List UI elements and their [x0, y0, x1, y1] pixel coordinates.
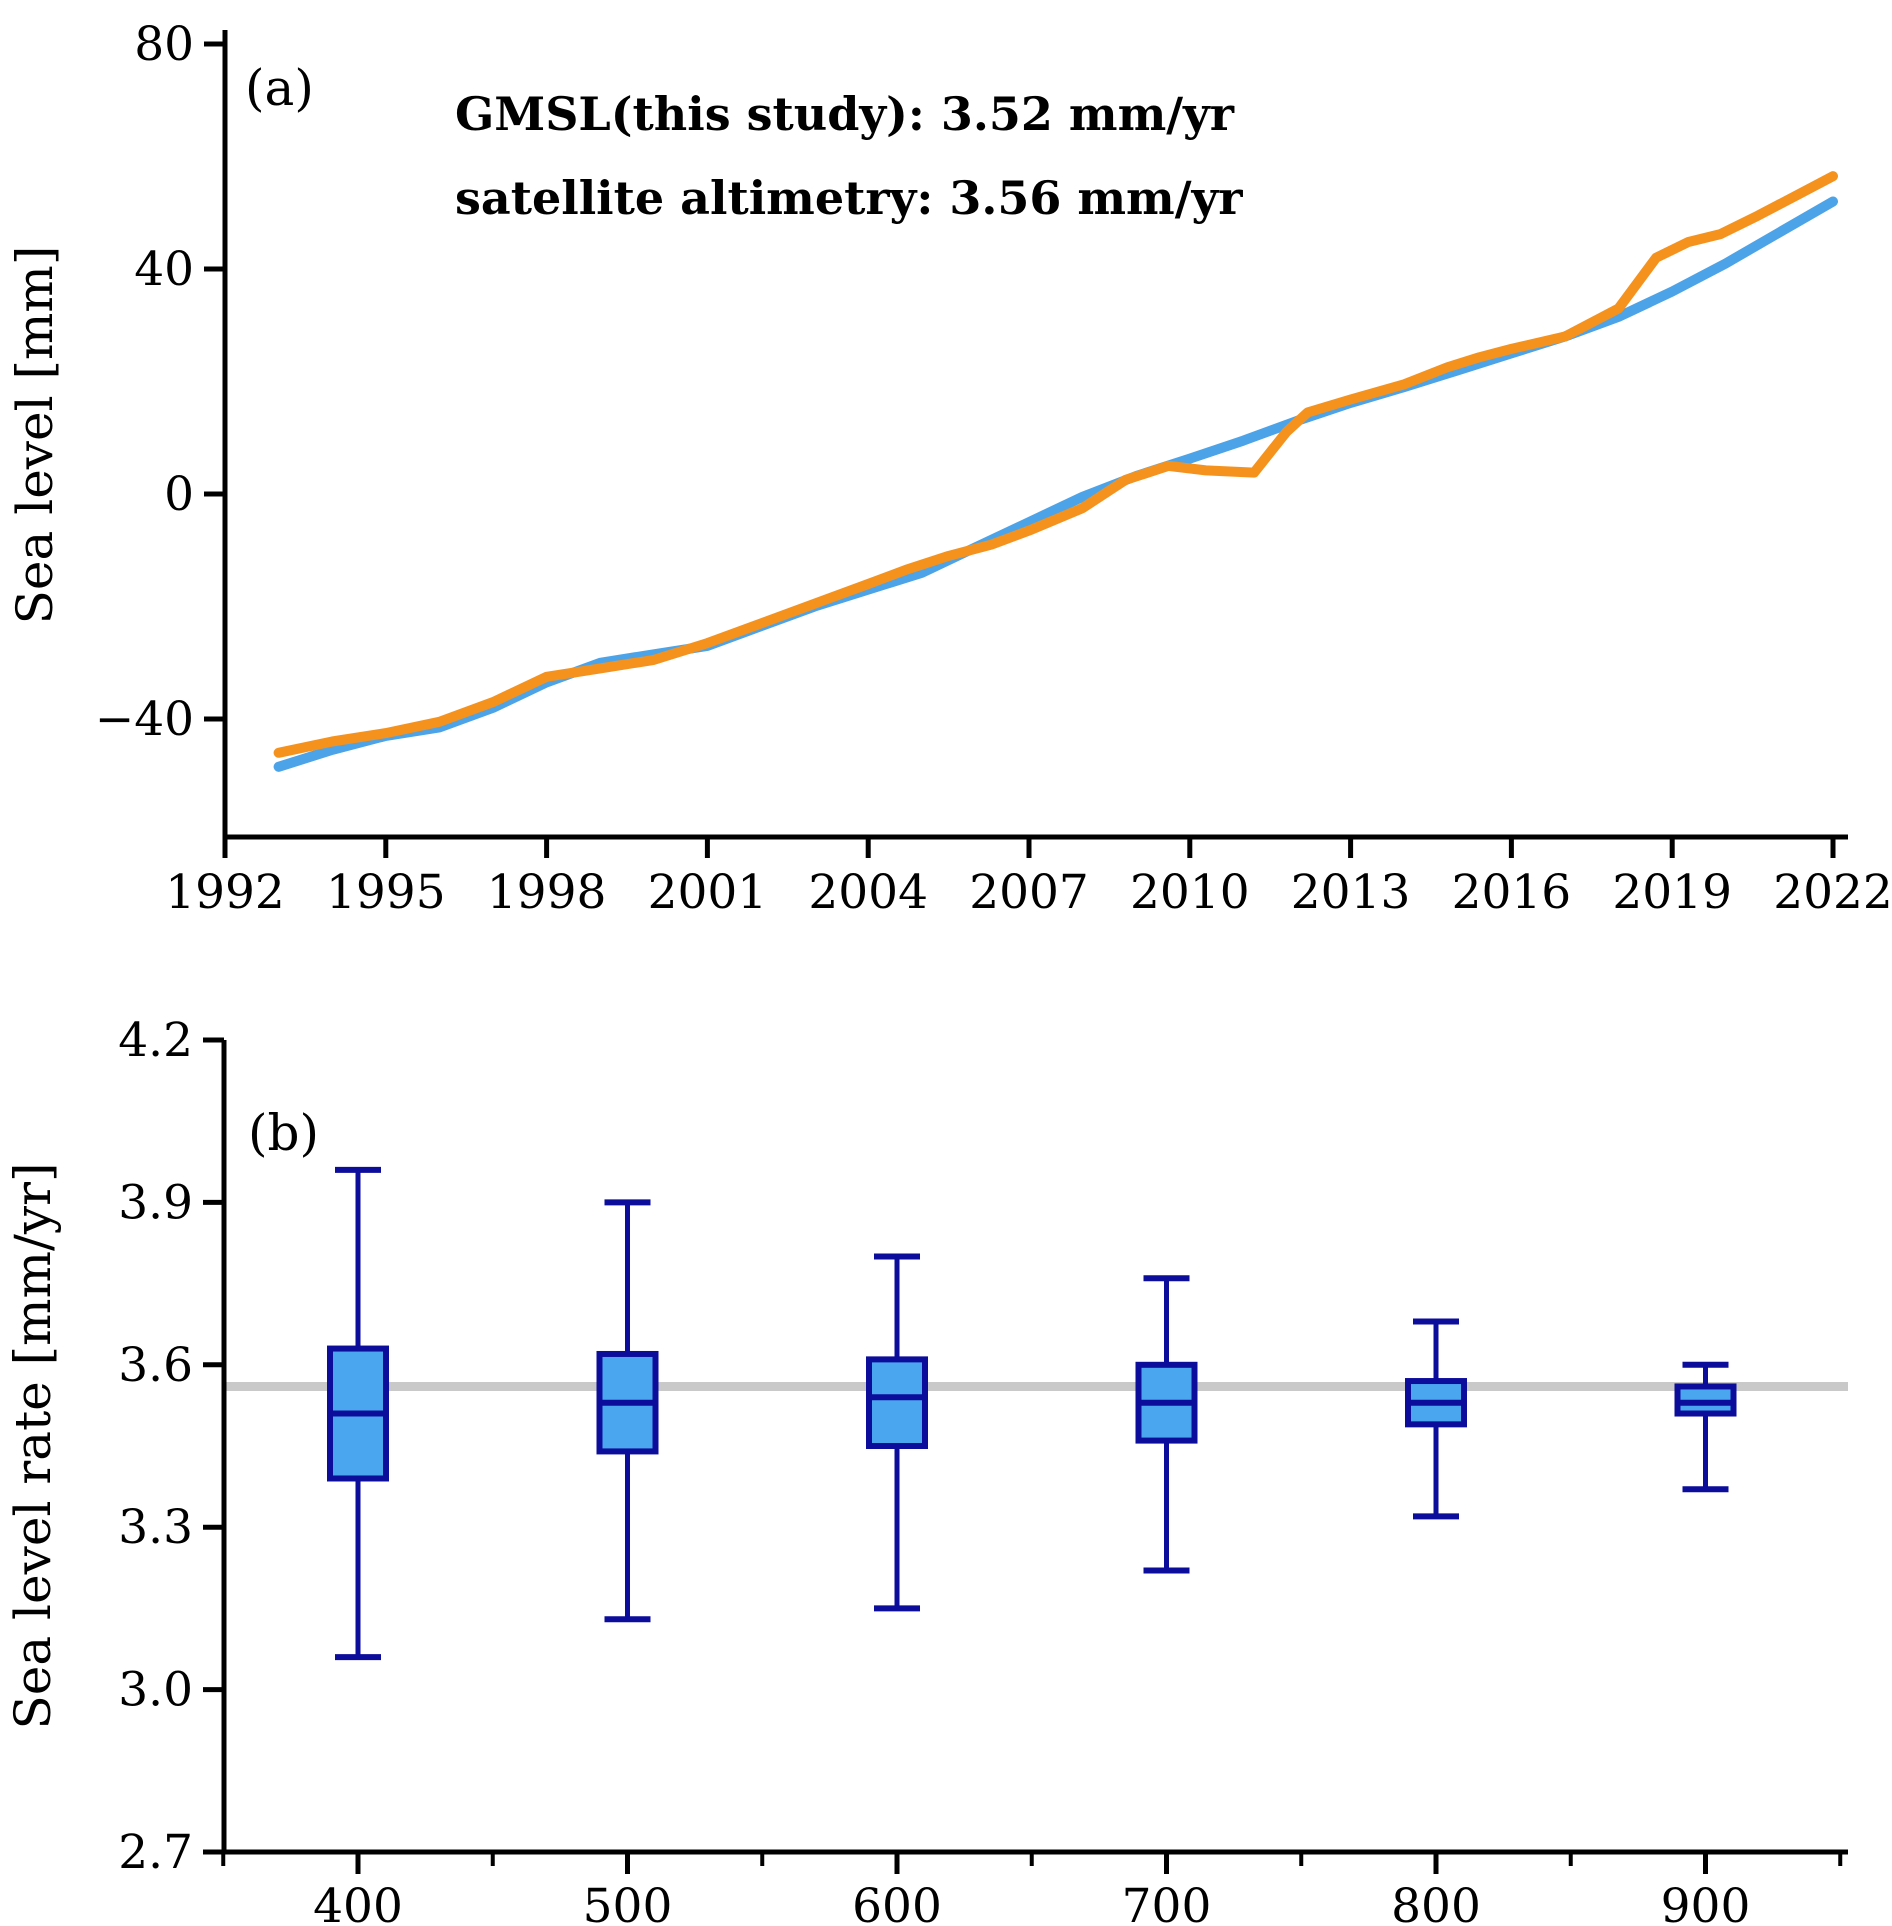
y-tick-label: 80: [134, 17, 194, 72]
x-tick-label: 2007: [969, 865, 1089, 920]
box-and-whiskers: [866, 1253, 928, 1612]
x-tick-label: 2010: [1130, 865, 1250, 920]
x-tick-label: 2016: [1452, 865, 1572, 920]
panel-a-line-chart: 1992 1995 1998 2001 2004 2007 2010 2013 2016 2019…: [6, 17, 1892, 920]
x-tick-label: 2004: [808, 865, 928, 920]
satellite-altimetry-line: [273, 171, 1838, 758]
y-tick-label: 3.6: [118, 1338, 193, 1393]
box-and-whiskers: [1135, 1275, 1198, 1574]
box-and-whiskers: [1405, 1318, 1467, 1520]
x-tick-label: 1998: [487, 865, 607, 920]
x-tick-label: 2001: [648, 865, 768, 920]
y-tick-label: 2.7: [118, 1825, 193, 1880]
panel-a-plot-area: 1992 1995 1998 2001 2004 2007 2010 2013 2016 2019…: [95, 17, 1892, 920]
y-tick-label: 4.2: [118, 1013, 193, 1068]
x-tick-label: 800: [1391, 1879, 1481, 1926]
panel-a-label: (a): [245, 59, 314, 117]
iqr-box: [866, 1356, 928, 1450]
x-tick-label: 2022: [1773, 865, 1892, 920]
x-tick-label: 900: [1661, 1879, 1751, 1926]
x-tick-label: 700: [1122, 1879, 1212, 1926]
box-and-whiskers: [596, 1199, 659, 1623]
x-tick-label: 600: [852, 1879, 942, 1926]
legend-entry-gmsl: GMSL(this study): 3.52 mm/yr: [455, 87, 1235, 141]
x-tick-label: 1992: [165, 865, 285, 920]
axis-spines: [221, 1040, 1848, 1855]
x-tick-label: 1995: [326, 865, 446, 920]
y-tick-label: 0: [164, 467, 194, 522]
panel-b-box-chart: 400 500 600 700 800 900 4.2 3.9 3.6 3.3 3.0 2.7 (b)…: [4, 1013, 1848, 1926]
y-tick-label: −40: [95, 692, 194, 747]
y-tick-label: 40: [134, 242, 194, 297]
y-tick-label: 3.0: [118, 1663, 193, 1718]
panel-a-y-axis-title: Sea level [mm]: [6, 246, 64, 625]
panel-b-label: (b): [248, 1104, 319, 1162]
box-and-whiskers: [327, 1166, 389, 1661]
gmsl-line: [273, 196, 1838, 772]
x-tick-label: 500: [583, 1879, 673, 1926]
x-tick-label: 2013: [1291, 865, 1411, 920]
box-and-whiskers: [1674, 1361, 1737, 1493]
y-tick-label: 3.3: [118, 1500, 193, 1555]
x-tick-label: 2019: [1612, 865, 1732, 920]
panel-b-y-axis-title: Sea level rate [mm/yr]: [4, 1163, 62, 1730]
y-tick-label: 3.9: [118, 1175, 193, 1230]
x-tick-label: 400: [313, 1879, 403, 1926]
legend-entry-satellite: satellite altimetry: 3.56 mm/yr: [455, 171, 1243, 225]
panel-b-plot-area: 400 500 600 700 800 900 4.2 3.9 3.6 3.3 3.0 2.7: [118, 1013, 1848, 1926]
